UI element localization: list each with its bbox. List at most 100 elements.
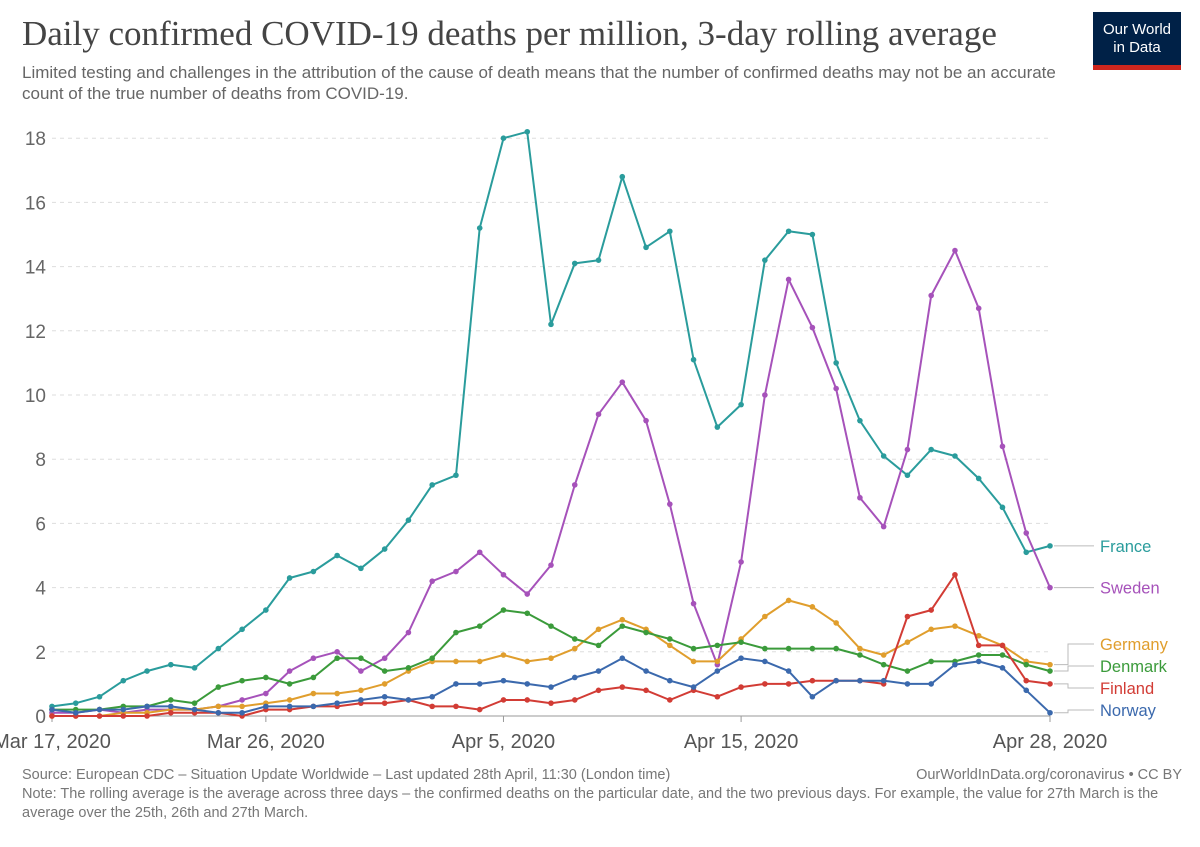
data-point	[1023, 661, 1030, 668]
y-tick-label: 18	[25, 129, 46, 150]
data-point	[191, 706, 198, 713]
data-point	[809, 645, 816, 652]
data-point	[999, 665, 1006, 671]
data-point	[975, 658, 982, 665]
data-point	[952, 571, 958, 578]
data-point	[524, 610, 531, 617]
data-point	[999, 443, 1006, 450]
series-france[interactable]	[49, 128, 1053, 710]
data-point	[429, 655, 435, 662]
data-point	[880, 523, 887, 530]
data-point	[571, 645, 578, 652]
data-point	[453, 703, 459, 710]
data-point	[952, 623, 958, 629]
series-label-norway[interactable]: Norway	[1100, 702, 1157, 720]
data-point	[785, 276, 792, 283]
data-point	[809, 693, 816, 700]
data-point	[595, 411, 602, 418]
data-point	[762, 645, 768, 652]
data-point	[809, 324, 816, 331]
data-point	[738, 655, 744, 662]
data-point	[476, 658, 483, 665]
data-point	[667, 697, 673, 703]
data-point	[904, 613, 911, 620]
data-point	[690, 658, 697, 665]
data-point	[310, 674, 317, 681]
data-point	[453, 658, 459, 665]
data-point	[215, 703, 222, 710]
data-point	[619, 379, 626, 385]
data-point	[1023, 687, 1030, 694]
data-point	[381, 668, 388, 674]
series-label-denmark[interactable]: Denmark	[1100, 658, 1168, 676]
data-point	[72, 709, 79, 716]
data-point	[381, 655, 388, 662]
data-point	[714, 424, 721, 430]
series-label-sweden[interactable]: Sweden	[1100, 580, 1160, 598]
data-point	[880, 652, 887, 658]
data-point	[690, 356, 697, 363]
data-point	[144, 668, 150, 674]
data-point	[96, 693, 103, 700]
series-label-france[interactable]: France	[1100, 538, 1151, 556]
data-point	[548, 623, 554, 629]
data-point	[952, 661, 958, 668]
data-point	[904, 668, 911, 674]
data-point	[667, 228, 673, 235]
x-tick-label: Mar 26, 2020	[207, 731, 325, 753]
data-point	[49, 713, 55, 719]
series-label-finland[interactable]: Finland	[1100, 680, 1154, 698]
data-point	[215, 645, 222, 652]
data-point	[263, 703, 269, 710]
y-tick-label: 16	[25, 193, 46, 214]
data-point	[168, 661, 174, 668]
data-point	[571, 482, 578, 488]
logo-red-bar	[1093, 65, 1181, 70]
data-point	[738, 639, 744, 645]
source-url[interactable]: OurWorldInData.org/coronavirus • CC BY	[916, 767, 1182, 783]
owid-logo[interactable]: Our World in Data	[1093, 12, 1181, 70]
data-point	[1047, 661, 1053, 668]
data-point	[595, 687, 602, 694]
y-tick-label: 12	[25, 322, 46, 343]
data-point	[857, 417, 863, 424]
data-point	[429, 693, 435, 700]
y-tick-label: 2	[35, 643, 46, 664]
y-tick-label: 10	[25, 386, 46, 407]
data-point	[168, 697, 174, 703]
chart-footer: Source: European CDC – Situation Update …	[22, 766, 1182, 823]
data-point	[809, 604, 816, 610]
data-point	[595, 642, 602, 649]
data-point	[619, 655, 626, 662]
data-point	[999, 652, 1006, 658]
data-point	[952, 247, 958, 254]
data-point	[571, 260, 578, 267]
data-point	[405, 629, 412, 636]
data-point	[762, 392, 768, 398]
data-point	[667, 636, 673, 642]
data-point	[334, 690, 340, 697]
data-point	[524, 681, 531, 687]
data-point	[975, 642, 982, 649]
x-tick-label: Mar 17, 2020	[0, 731, 111, 753]
data-point	[381, 546, 388, 552]
data-point	[476, 225, 483, 231]
data-point	[358, 565, 364, 572]
data-point	[714, 658, 721, 665]
data-point	[120, 677, 127, 684]
data-point	[785, 228, 792, 235]
series-norway[interactable]	[49, 655, 1053, 716]
data-point	[524, 128, 531, 135]
data-point	[191, 665, 198, 671]
data-point	[120, 713, 127, 719]
data-point	[738, 559, 744, 565]
data-point	[96, 706, 103, 713]
data-point	[714, 668, 721, 674]
data-point	[571, 636, 578, 642]
series-label-germany[interactable]: Germany	[1100, 636, 1169, 654]
data-point	[690, 600, 697, 607]
data-point	[453, 568, 459, 575]
data-point	[619, 173, 626, 180]
data-point	[334, 700, 340, 706]
x-tick-label: Apr 5, 2020	[452, 731, 555, 753]
